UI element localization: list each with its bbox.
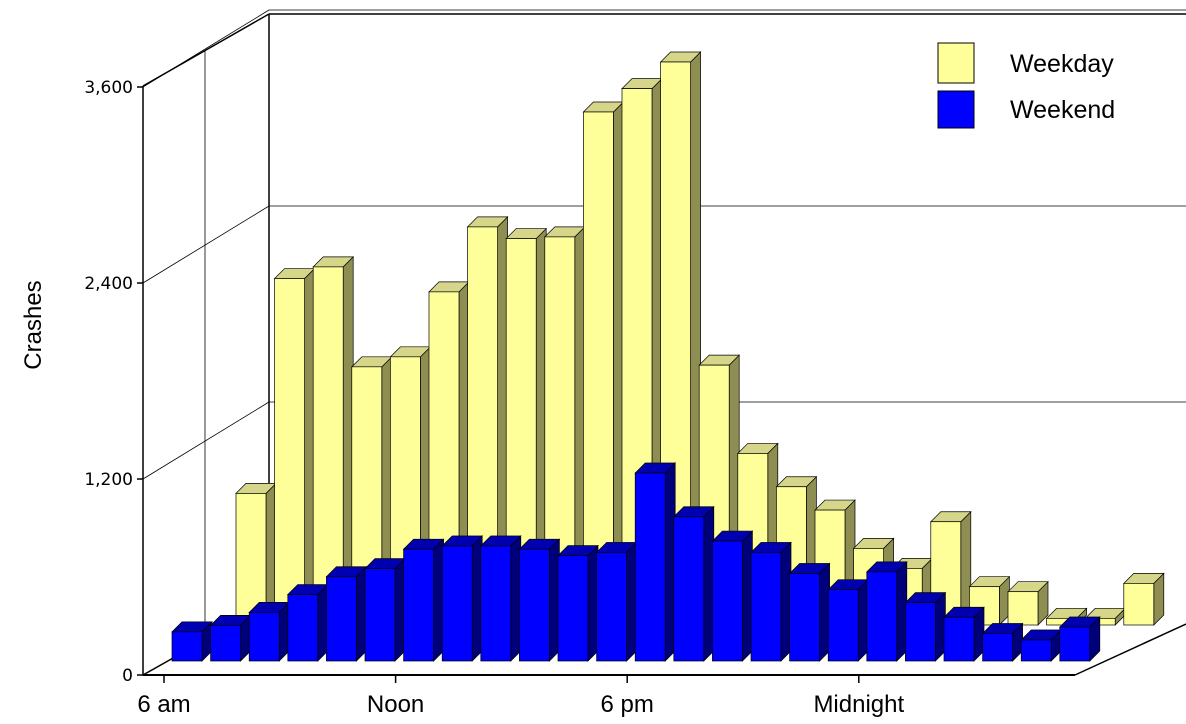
gridline-side [142,205,270,284]
bar-weekend [981,622,1024,662]
bar-weekend [171,620,213,662]
bar-weekend [1058,616,1101,662]
bar-weekend [325,565,368,662]
gridline-side [142,9,270,88]
y-tick-label: 2,400 [84,274,133,294]
bar-weekend [634,462,677,662]
y-tick-label: 3,600 [84,78,133,98]
gridline-side [142,401,270,480]
legend-label-weekend: Weekend [1010,96,1115,124]
bar-weekend [1020,629,1063,662]
bar-weekday [312,256,355,626]
bar-weekend [672,505,715,662]
legend-label-weekday: Weekday [1010,50,1114,78]
bar-weekend [479,535,522,662]
y-axis-label: Crashes [20,280,47,369]
bar-weekend [904,591,947,662]
legend: Weekday Weekend [937,42,1115,129]
axes-layer: 0 1,200 2,400 3,600 6 am Noon 6 pm Midnight [84,78,904,718]
bar-weekend [557,544,599,662]
bar-weekend [595,541,638,662]
bar-weekend [518,538,561,662]
bar-weekend [788,562,831,662]
bar-weekend [827,578,870,662]
bar-weekday [1122,572,1165,626]
bar-weekend [402,538,445,662]
y-tick-label: 1,200 [84,470,133,490]
bar-weekend [364,557,406,662]
y-tick-label: 0 [122,666,133,686]
bar-weekend [865,561,908,662]
legend-swatch-weekday [937,42,975,84]
x-tick-label: Noon [367,691,424,718]
bar-weekday [1007,580,1049,626]
x-tick-label: 6 pm [601,691,654,718]
bar-weekend [248,601,291,662]
bar-weekend [711,530,754,662]
bar-weekday [273,267,316,626]
x-tick-label: 6 am [137,691,190,718]
bar-weekend [286,583,329,662]
bar-weekend [943,606,985,662]
bars-layer [171,51,1165,662]
bar-weekend [209,614,252,662]
bar-weekday [582,101,625,626]
bar-weekday [235,482,277,626]
bar-weekend [750,541,792,662]
x-tick-label: Midnight [813,691,904,718]
bar-weekday [1084,607,1127,626]
bar-weekend [441,535,484,662]
legend-swatch-weekend [937,90,975,129]
